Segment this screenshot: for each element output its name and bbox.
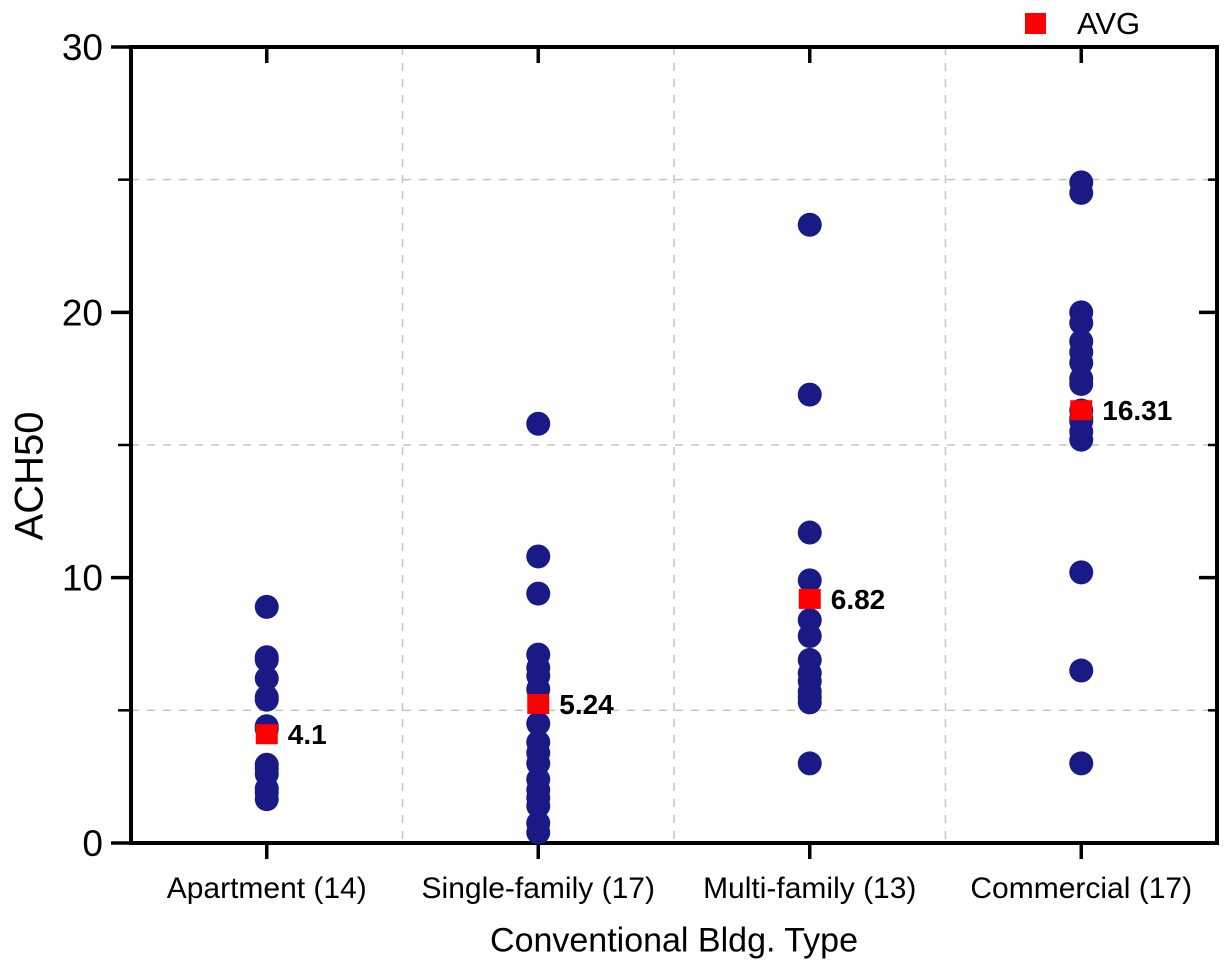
data-point bbox=[254, 787, 279, 812]
data-point bbox=[526, 820, 551, 845]
avg-marker bbox=[255, 724, 278, 745]
data-point bbox=[797, 624, 822, 649]
data-point bbox=[797, 751, 822, 776]
data-point bbox=[797, 212, 822, 237]
y-axis-title: ACH50 bbox=[7, 411, 52, 541]
x-category-label: Multi-family (13) bbox=[703, 872, 916, 905]
data-point bbox=[254, 594, 279, 619]
data-point bbox=[254, 647, 279, 672]
avg-value-label: 6.82 bbox=[831, 584, 886, 615]
avg-square-icon bbox=[1025, 13, 1046, 34]
data-point bbox=[1069, 560, 1094, 585]
data-point bbox=[797, 690, 822, 715]
data-point bbox=[1069, 180, 1094, 205]
data-point bbox=[526, 793, 551, 818]
avg-value-label: 16.31 bbox=[1102, 395, 1172, 426]
data-point bbox=[526, 581, 551, 606]
x-category-label: Single-family (17) bbox=[422, 872, 655, 905]
data-point bbox=[1069, 371, 1094, 396]
y-tick-label: 0 bbox=[82, 823, 103, 864]
data-point bbox=[1069, 751, 1094, 776]
avg-value-label: 4.1 bbox=[288, 719, 327, 750]
x-category-label: Apartment (14) bbox=[167, 872, 367, 905]
avg-marker bbox=[527, 693, 550, 714]
avg-marker bbox=[1070, 400, 1093, 421]
data-point bbox=[797, 382, 822, 407]
data-point bbox=[526, 711, 551, 736]
legend-label: AVG bbox=[1077, 6, 1141, 41]
x-category-label: Commercial (17) bbox=[970, 872, 1192, 905]
data-point bbox=[797, 520, 822, 545]
data-point bbox=[1069, 427, 1094, 452]
y-tick-label: 20 bbox=[62, 292, 103, 333]
y-tick-label: 30 bbox=[62, 27, 103, 68]
data-point bbox=[526, 411, 551, 436]
x-axis-title: Conventional Bldg. Type bbox=[490, 921, 858, 960]
avg-value-label: 5.24 bbox=[559, 689, 614, 720]
y-tick-label: 10 bbox=[62, 558, 103, 599]
avg-marker bbox=[798, 588, 821, 609]
legend: AVG bbox=[1025, 8, 1140, 39]
data-point bbox=[254, 666, 279, 691]
data-point bbox=[797, 568, 822, 593]
data-point bbox=[1069, 658, 1094, 683]
data-point bbox=[1069, 310, 1094, 335]
data-point bbox=[254, 687, 279, 712]
data-point bbox=[526, 544, 551, 569]
